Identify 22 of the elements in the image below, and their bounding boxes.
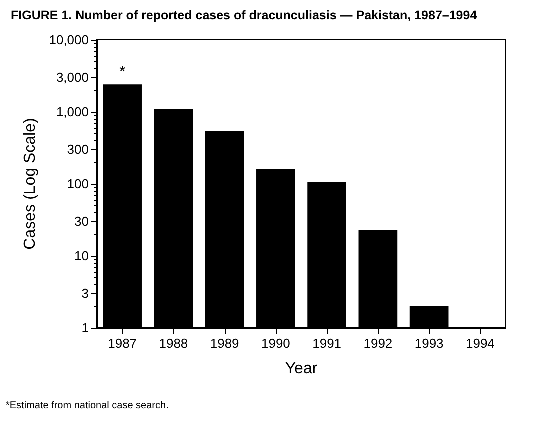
y-tick-label: 3,000 <box>56 70 89 86</box>
x-axis-title: Year <box>285 360 318 378</box>
y-tick-label: 3 <box>82 286 89 302</box>
y-tick-label: 10 <box>74 248 89 264</box>
x-tick-label: 1992 <box>364 336 393 351</box>
x-tick-label: 1994 <box>466 336 495 351</box>
x-tick-label: 1988 <box>159 336 188 351</box>
y-tick-label: 100 <box>67 176 89 192</box>
y-tick-label: 10,000 <box>49 32 89 48</box>
x-tick-label: 1987 <box>108 336 138 351</box>
y-tick-label: 1 <box>82 320 89 336</box>
y-axis-title: Cases (Log Scale) <box>22 118 39 250</box>
x-tick-label: 1991 <box>312 336 342 351</box>
x-tick-label: 1993 <box>414 336 444 351</box>
y-tick-label: 1,000 <box>56 104 89 120</box>
text: *Estimate from national case search. <box>6 400 169 412</box>
y-tick-label: 30 <box>74 214 89 230</box>
annotation: * <box>119 64 126 82</box>
y-tick-label: 300 <box>67 142 89 158</box>
x-tick-label: 1990 <box>261 336 290 351</box>
chart-title: FIGURE 1. Number of reported cases of dracunculiasis — Pakistan, 1987–1994 <box>11 8 478 22</box>
x-tick-label: 1989 <box>210 336 240 351</box>
